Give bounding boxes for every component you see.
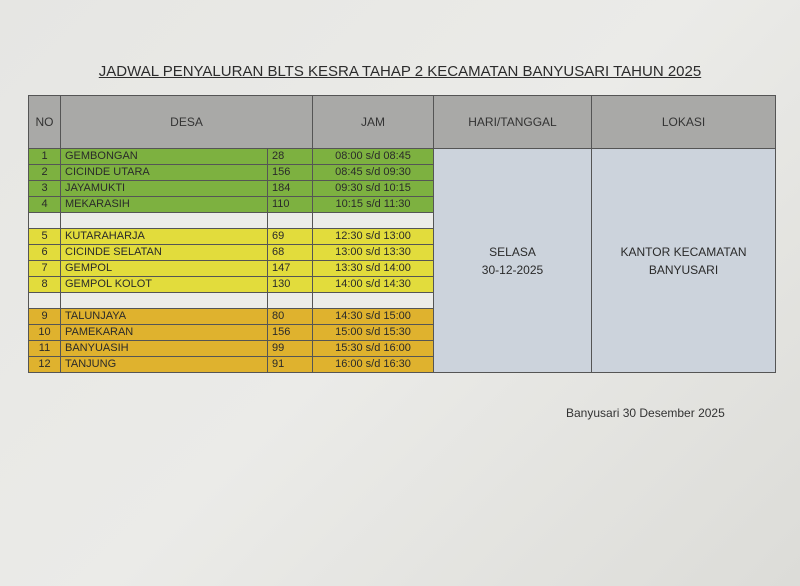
empty-cell — [267, 212, 313, 229]
table-row: 2 CICINDE UTARA 156 08:45 s/d 09:30 — [28, 164, 776, 181]
count-cell: 28 — [267, 148, 313, 165]
empty-cell — [28, 212, 61, 229]
no-cell: 11 — [28, 340, 61, 357]
jam-cell: 15:30 s/d 16:00 — [312, 340, 434, 357]
count-cell: 68 — [267, 244, 313, 261]
desa-cell: GEMPOL KOLOT — [60, 276, 268, 293]
jam-cell: 09:30 s/d 10:15 — [312, 180, 434, 197]
empty-cell — [267, 292, 313, 309]
no-cell: 7 — [28, 260, 61, 277]
desa-cell: MEKARASIH — [60, 196, 268, 213]
jam-cell: 13:30 s/d 14:00 — [312, 260, 434, 277]
count-cell: 156 — [267, 164, 313, 181]
jam-cell: 08:00 s/d 08:45 — [312, 148, 434, 165]
desa-cell: CICINDE SELATAN — [60, 244, 268, 261]
no-cell: 5 — [28, 228, 61, 245]
desa-cell: TANJUNG — [60, 356, 268, 373]
table-row: 7 GEMPOL 147 13:30 s/d 14:00 — [28, 260, 776, 277]
empty-cell — [28, 292, 61, 309]
empty-cell — [60, 292, 268, 309]
header-jam: JAM — [312, 95, 434, 149]
count-cell: 130 — [267, 276, 313, 293]
jam-cell: 08:45 s/d 09:30 — [312, 164, 434, 181]
no-cell: 4 — [28, 196, 61, 213]
lokasi-line1: KANTOR KECAMATAN — [620, 244, 747, 259]
table-row: 1 GEMBONGAN 28 08:00 s/d 08:45 SELASA 30-12-2… — [28, 148, 776, 373]
table-row: 11 BANYUASIH 99 15:30 s/d 16:00 — [28, 340, 776, 357]
lokasi-line2: BANYUSARI — [648, 262, 719, 277]
table-row: 9 TALUNJAYA 80 14:30 s/d 15:00 — [28, 308, 776, 325]
desa-cell: JAYAMUKTI — [60, 180, 268, 197]
no-cell: 6 — [28, 244, 61, 261]
count-cell: 156 — [267, 324, 313, 341]
document-title: JADWAL PENYALURAN BLTS KESRA TAHAP 2 KEC… — [98, 63, 702, 80]
table-row: 6 CICINDE SELATAN 68 13:00 s/d 13:30 — [28, 244, 776, 261]
empty-cell — [312, 292, 434, 309]
desa-cell: CICINDE UTARA — [60, 164, 268, 181]
no-cell: 9 — [28, 308, 61, 325]
jam-cell: 13:00 s/d 13:30 — [312, 244, 434, 261]
header-hari-tanggal: HARI/TANGGAL — [433, 95, 592, 149]
spacer-row — [28, 292, 776, 309]
table-row: 8 GEMPOL KOLOT 130 14:00 s/d 14:30 — [28, 276, 776, 293]
count-cell: 80 — [267, 308, 313, 325]
jam-cell: 15:00 s/d 15:30 — [312, 324, 434, 341]
jam-cell: 16:00 s/d 16:30 — [312, 356, 434, 373]
desa-cell: KUTARAHARJA — [60, 228, 268, 245]
desa-cell: GEMPOL — [60, 260, 268, 277]
empty-cell — [60, 212, 268, 229]
lokasi-cell: KANTOR KECAMATAN BANYUSARI — [591, 148, 776, 373]
header-desa: DESA — [60, 95, 313, 149]
table-header-row: NO DESA JAM HARI/TANGGAL LOKASI — [28, 95, 776, 149]
table-row: 10 PAMEKARAN 156 15:00 s/d 15:30 — [28, 324, 776, 341]
no-cell: 2 — [28, 164, 61, 181]
jam-cell: 14:00 s/d 14:30 — [312, 276, 434, 293]
desa-cell: BANYUASIH — [60, 340, 268, 357]
table-row: 5 KUTARAHARJA 69 12:30 s/d 13:00 — [28, 228, 776, 245]
count-cell: 147 — [267, 260, 313, 277]
jam-cell: 10:15 s/d 11:30 — [312, 196, 434, 213]
no-cell: 3 — [28, 180, 61, 197]
count-cell: 110 — [267, 196, 313, 213]
hari-date: 30-12-2025 — [481, 262, 544, 277]
count-cell: 184 — [267, 180, 313, 197]
no-cell: 8 — [28, 276, 61, 293]
count-cell: 99 — [267, 340, 313, 357]
desa-cell: GEMBONGAN — [60, 148, 268, 165]
no-cell: 10 — [28, 324, 61, 341]
schedule-table: NO DESA JAM HARI/TANGGAL LOKASI 1 GEMBONG… — [28, 95, 776, 373]
header-lokasi: LOKASI — [591, 95, 776, 149]
no-cell: 1 — [28, 148, 61, 165]
hari-day: SELASA — [489, 244, 536, 259]
desa-cell: PAMEKARAN — [60, 324, 268, 341]
jam-cell: 14:30 s/d 15:00 — [312, 308, 434, 325]
jam-cell: 12:30 s/d 13:00 — [312, 228, 434, 245]
table-row: 12 TANJUNG 91 16:00 s/d 16:30 — [28, 356, 776, 373]
count-cell: 69 — [267, 228, 313, 245]
empty-cell — [312, 212, 434, 229]
desa-cell: TALUNJAYA — [60, 308, 268, 325]
hari-tanggal-cell: SELASA 30-12-2025 — [433, 148, 592, 373]
no-cell: 12 — [28, 356, 61, 373]
count-cell: 91 — [267, 356, 313, 373]
header-no: NO — [28, 95, 61, 149]
footer-place-date: Banyusari 30 Desember 2025 — [566, 406, 725, 420]
